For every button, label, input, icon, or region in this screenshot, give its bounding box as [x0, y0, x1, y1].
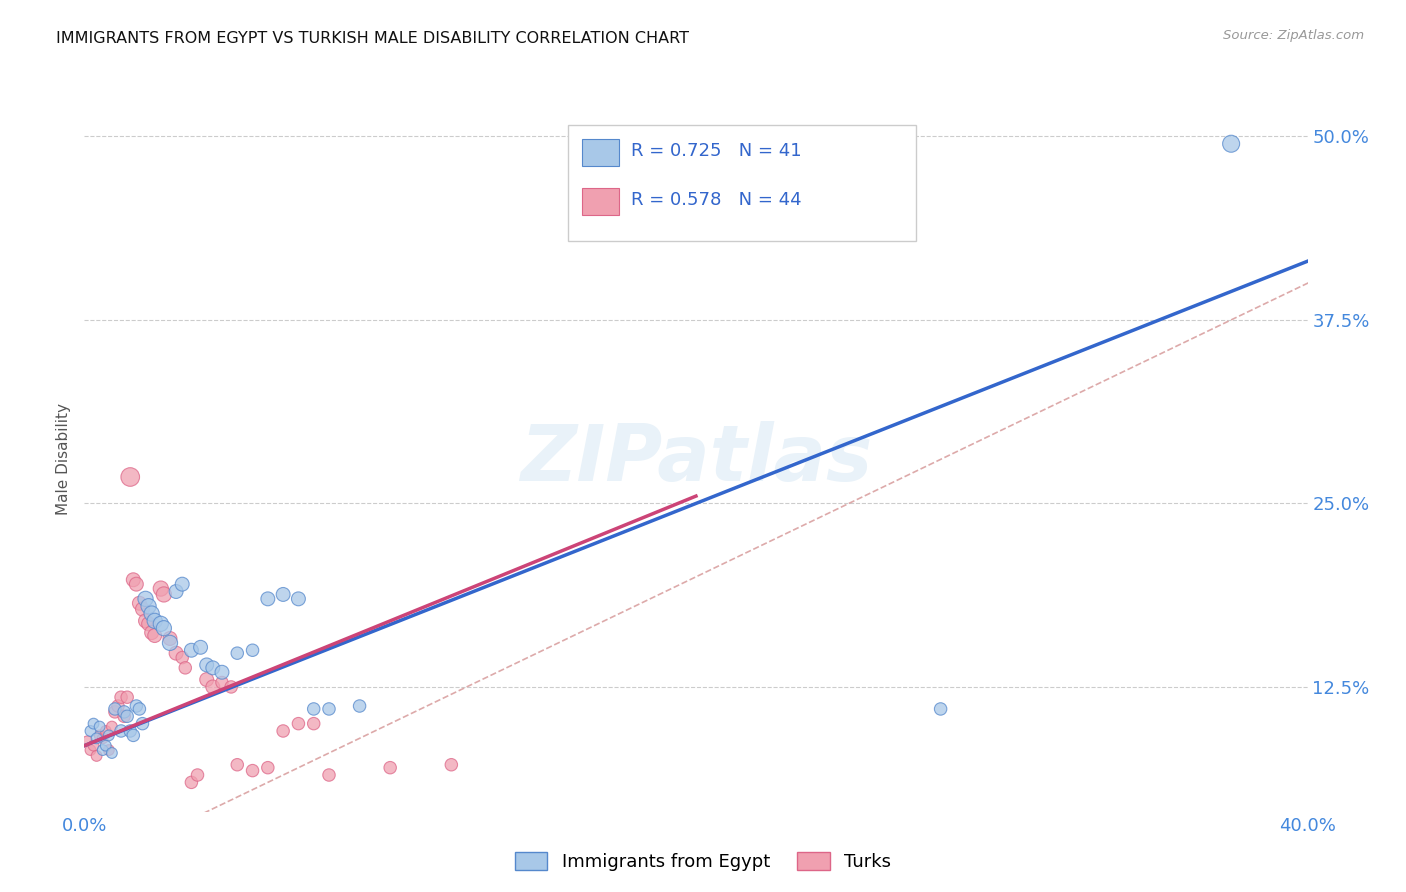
Point: [165, 646, 187, 660]
Text: IMMIGRANTS FROM EGYPT VS TURKISH MALE DISABILITY CORRELATION CHART: IMMIGRANTS FROM EGYPT VS TURKISH MALE DI…: [56, 31, 689, 46]
Point: [165, 584, 187, 599]
Point: [201, 680, 224, 694]
Point: [91, 731, 114, 746]
Point: [349, 699, 371, 714]
Point: [120, 723, 142, 738]
Text: Source: ZipAtlas.com: Source: ZipAtlas.com: [1223, 29, 1364, 42]
Point: [79, 743, 101, 757]
Point: [159, 632, 181, 646]
Point: [190, 640, 212, 655]
Point: [101, 720, 124, 734]
Text: R = 0.578   N = 44: R = 0.578 N = 44: [631, 191, 801, 209]
Point: [128, 702, 150, 716]
Point: [79, 723, 101, 738]
Y-axis label: Male Disability: Male Disability: [56, 403, 72, 516]
Point: [97, 743, 120, 757]
Point: [91, 743, 114, 757]
Point: [104, 705, 127, 719]
Point: [122, 573, 145, 587]
Point: [89, 728, 111, 742]
Point: [318, 702, 340, 716]
Point: [138, 616, 160, 631]
Point: [302, 716, 325, 731]
Point: [271, 587, 294, 601]
Point: [172, 650, 194, 665]
Point: [149, 616, 172, 631]
Point: [76, 734, 98, 748]
Point: [153, 587, 176, 601]
Point: [1220, 136, 1243, 151]
Point: [380, 761, 402, 775]
Point: [104, 702, 127, 716]
Point: [86, 748, 108, 763]
Text: ZIPatlas: ZIPatlas: [520, 421, 872, 498]
Point: [120, 470, 142, 484]
Point: [107, 699, 129, 714]
Text: R = 0.725   N = 41: R = 0.725 N = 41: [631, 142, 801, 160]
Legend: Immigrants from Egypt, Turks: Immigrants from Egypt, Turks: [508, 846, 898, 879]
Point: [242, 764, 264, 778]
Point: [180, 643, 202, 657]
Point: [195, 673, 218, 687]
Point: [287, 716, 309, 731]
Point: [110, 723, 132, 738]
Point: [112, 705, 135, 719]
Point: [94, 723, 117, 738]
Point: [174, 661, 197, 675]
Point: [226, 757, 249, 772]
Point: [149, 582, 172, 596]
Point: [122, 728, 145, 742]
Point: [257, 591, 280, 606]
Point: [83, 739, 105, 753]
Point: [211, 665, 233, 680]
Point: [287, 591, 309, 606]
Point: [219, 680, 242, 694]
Bar: [582, 139, 619, 166]
FancyBboxPatch shape: [568, 125, 917, 241]
Point: [159, 636, 181, 650]
Point: [302, 702, 325, 716]
Point: [110, 690, 132, 705]
Point: [141, 625, 163, 640]
Point: [131, 602, 153, 616]
Point: [180, 775, 202, 789]
Point: [318, 768, 340, 782]
Point: [135, 591, 157, 606]
Point: [131, 716, 153, 731]
Point: [86, 731, 108, 746]
Point: [440, 757, 463, 772]
Point: [97, 728, 120, 742]
Point: [201, 661, 224, 675]
Point: [153, 621, 176, 635]
Point: [141, 607, 163, 621]
Point: [143, 629, 166, 643]
Point: [89, 720, 111, 734]
Point: [257, 761, 280, 775]
Point: [138, 599, 160, 614]
Point: [112, 709, 135, 723]
Point: [226, 646, 249, 660]
Point: [271, 723, 294, 738]
Point: [242, 643, 264, 657]
Point: [125, 699, 148, 714]
Point: [83, 716, 105, 731]
Point: [143, 614, 166, 628]
Point: [94, 739, 117, 753]
Point: [115, 690, 138, 705]
Point: [172, 577, 194, 591]
Point: [135, 614, 157, 628]
Bar: [582, 188, 619, 215]
Point: [115, 709, 138, 723]
Point: [929, 702, 952, 716]
Point: [125, 577, 148, 591]
Point: [128, 596, 150, 610]
Point: [186, 768, 208, 782]
Point: [195, 657, 218, 672]
Point: [211, 675, 233, 690]
Point: [101, 746, 124, 760]
